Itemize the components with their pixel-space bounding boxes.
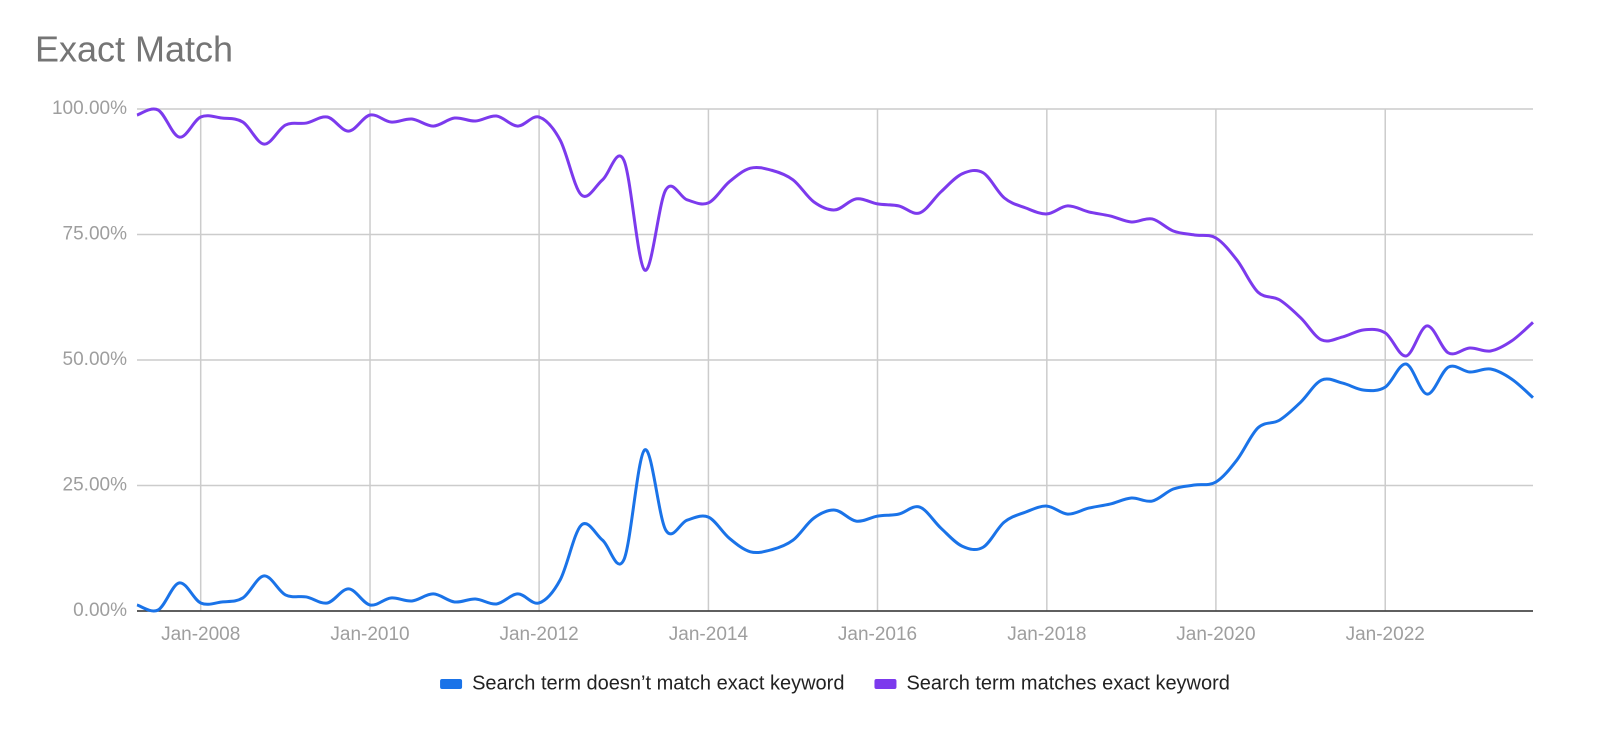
y-tick-label: 0.00% — [73, 600, 127, 621]
x-tick-label: Jan-2010 — [330, 624, 409, 645]
legend-label: Search term matches exact keyword — [906, 672, 1229, 694]
y-tick-label: 100.00% — [52, 98, 127, 119]
x-tick-label: Jan-2008 — [161, 624, 240, 645]
x-tick-label: Jan-2022 — [1346, 624, 1425, 645]
x-tick-label: Jan-2012 — [499, 624, 578, 645]
y-tick-label: 75.00% — [63, 224, 128, 245]
x-tick-label: Jan-2018 — [1007, 624, 1086, 645]
legend-swatch — [874, 679, 897, 689]
legend-swatch — [440, 679, 463, 689]
series-line — [136, 107, 1534, 358]
y-tick-label: 50.00% — [63, 349, 128, 370]
legend-label: Search term doesn’t match exact keyword — [472, 672, 844, 694]
x-tick-label: Jan-2014 — [669, 624, 749, 645]
x-tick-label: Jan-2016 — [838, 624, 917, 645]
x-tick-label: Jan-2020 — [1176, 624, 1255, 645]
y-tick-label: 25.00% — [63, 475, 128, 496]
chart-title: Exact Match — [35, 29, 233, 70]
series-line — [136, 362, 1534, 613]
